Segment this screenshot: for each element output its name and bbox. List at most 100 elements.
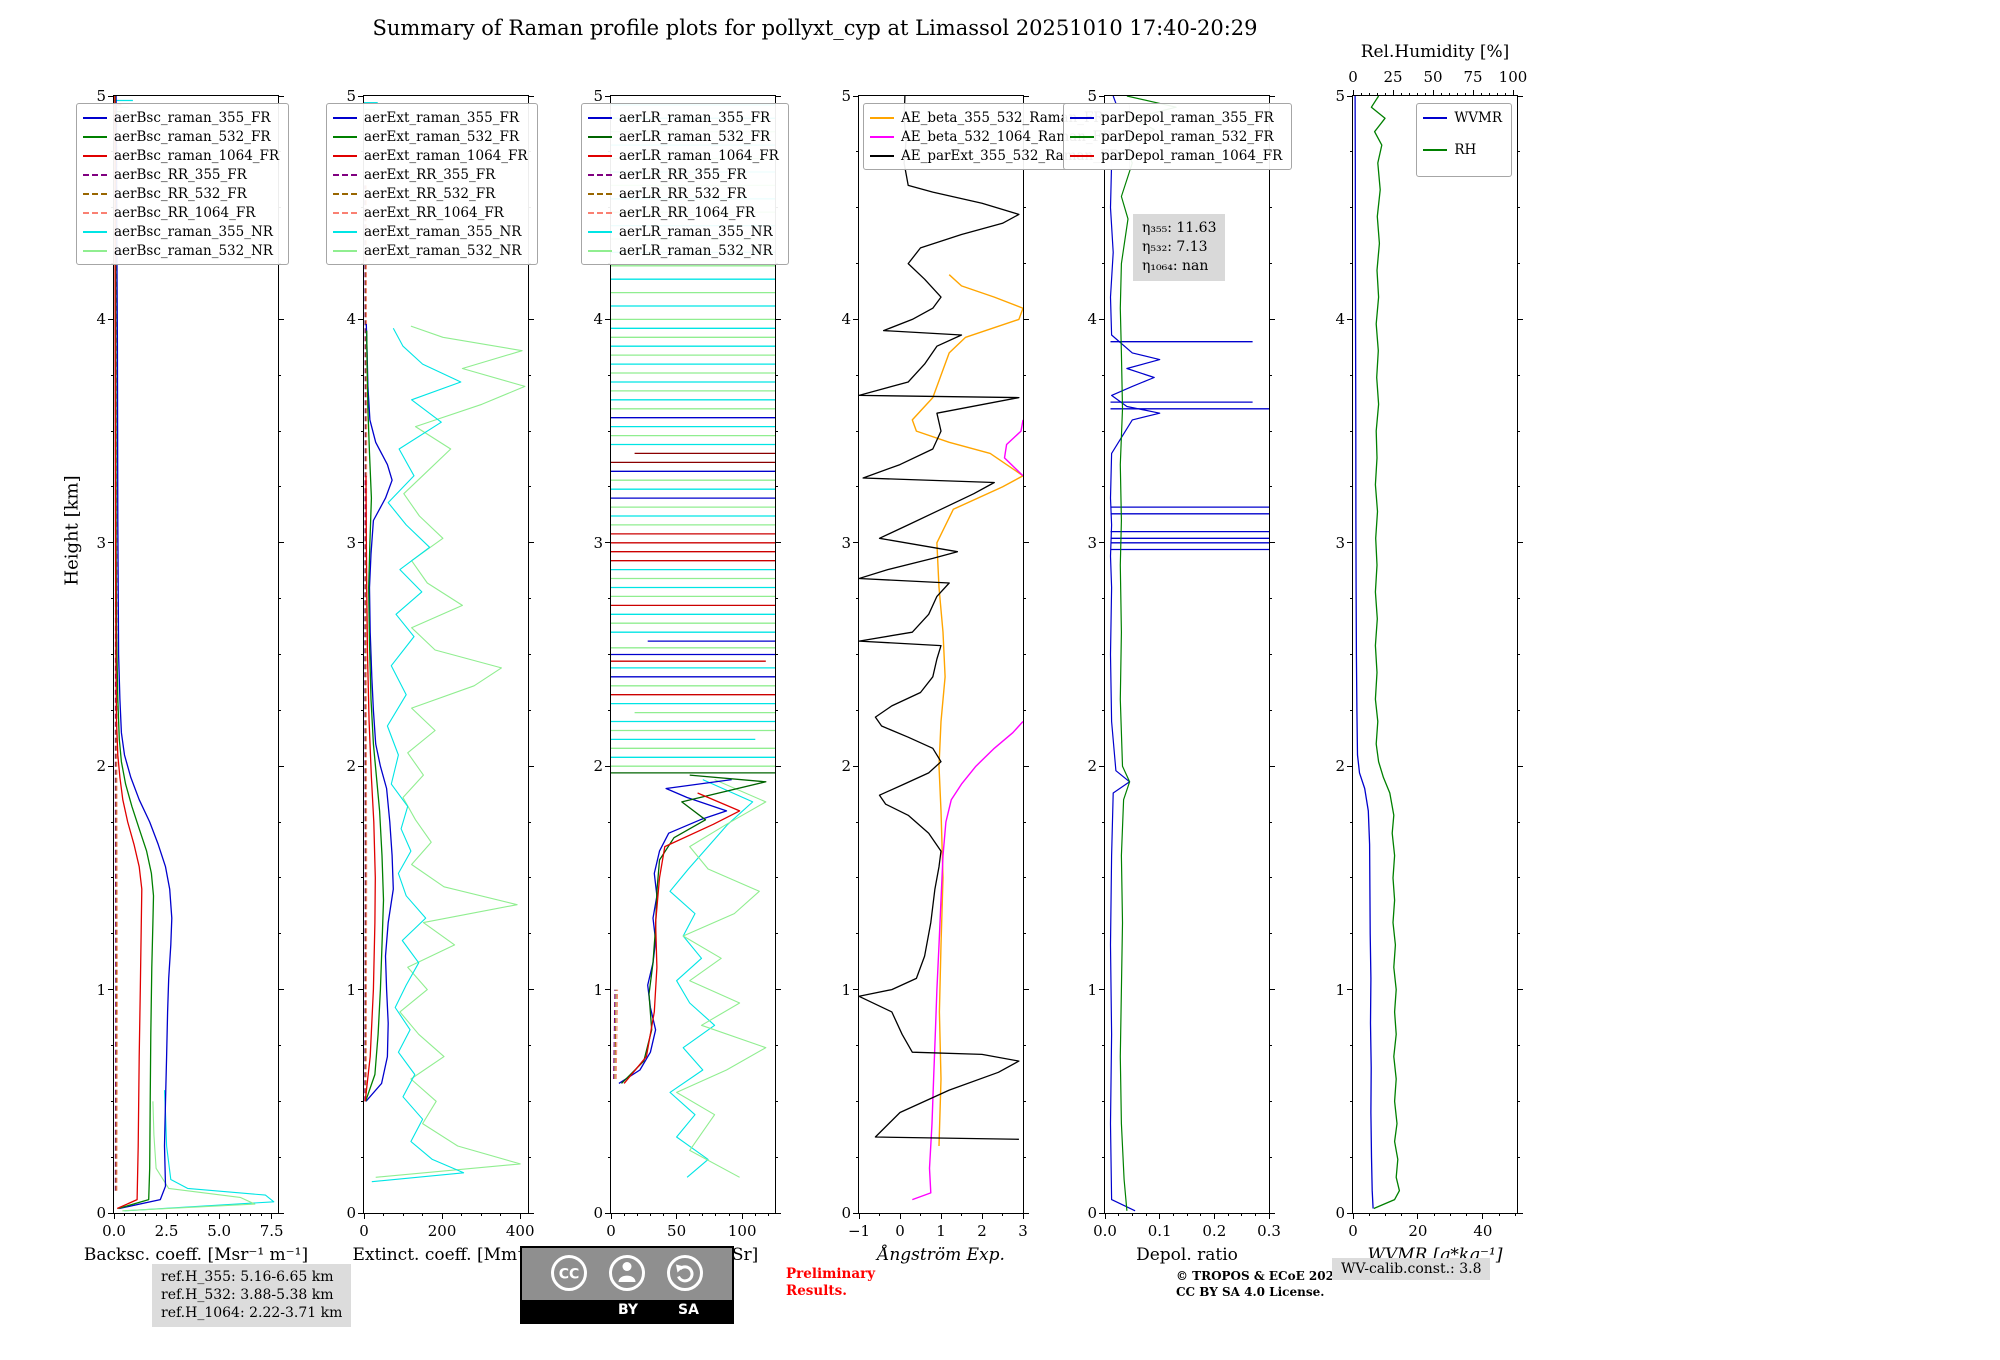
y-tick: [1269, 765, 1275, 767]
y-tick: [278, 989, 284, 991]
y-minor-tick: [1517, 877, 1520, 879]
y-minor-tick: [361, 877, 364, 879]
x-axis-label-extinction: Extinct. coeff. [Mm⁻¹]: [352, 1245, 540, 1265]
x-minor-tick: [208, 1213, 210, 1216]
cc-icons-row: CC: [522, 1248, 732, 1302]
legend-line-swatch: [588, 173, 612, 176]
y-minor-tick: [278, 654, 281, 655]
y-tick: [1517, 318, 1523, 320]
top-minor-tick: [1368, 93, 1370, 96]
y-minor-tick: [1023, 654, 1026, 655]
y-minor-tick: [1350, 430, 1353, 432]
y-minor-tick: [1350, 207, 1353, 209]
y-tick: [1269, 95, 1275, 97]
legend-line-swatch: [588, 249, 612, 252]
y-minor-tick: [608, 374, 611, 376]
panel-depol: 0 1 2 3 4 5 0.0 0.1 0.2 0.3 Depol. ratio parDepol_r…: [1063, 87, 1293, 1265]
series-aerBsc_raman_1064_FR: [114, 96, 143, 1210]
x-tick-label: 20: [1408, 1222, 1428, 1240]
y-minor-tick: [1269, 598, 1272, 600]
series-aerExt_raman_355_FR: [365, 323, 394, 1102]
top-minor-tick: [1440, 93, 1442, 96]
y-tick-label: 1: [1087, 980, 1097, 999]
panel-backscatter: 0 1 2 3 4 5 0.0 2.5 5.0 7.5 Backsc. coeff. [Msr⁻¹ …: [76, 87, 308, 1265]
y-minor-tick: [278, 374, 281, 376]
annotation-line: η₃₅₅: 11.63: [1142, 220, 1217, 236]
y-minor-tick: [278, 1156, 281, 1158]
y-minor-tick: [1517, 654, 1520, 655]
legend-line-swatch: [83, 154, 107, 157]
legend-item: aerLR_raman_355_FR: [588, 108, 779, 127]
legend-label: aerBsc_raman_355_NR: [114, 223, 273, 240]
y-tick-label: 0: [346, 1204, 356, 1222]
series-aerBsc_raman_355_FR: [115, 96, 173, 1210]
x-minor-tick: [1118, 1213, 1120, 1216]
y-tick-label: 1: [841, 980, 851, 999]
y-minor-tick: [111, 933, 114, 935]
y-tick: [108, 1212, 114, 1214]
y-tick: [278, 542, 284, 544]
y-tick: [605, 989, 611, 991]
legend-label: aerBsc_RR_1064_FR: [114, 204, 256, 221]
x-minor-tick: [250, 1213, 252, 1216]
x-tick-label: 400: [505, 1222, 535, 1240]
series-aerLR_raman_1064_FR: [623, 792, 741, 1084]
y-minor-tick: [1517, 821, 1520, 823]
y-minor-tick: [1269, 1044, 1272, 1046]
x-minor-tick: [187, 1213, 189, 1216]
plot-area-angstroem: [859, 96, 1023, 1201]
x-minor-tick: [767, 1213, 769, 1216]
y-minor-tick: [856, 1044, 859, 1046]
y-minor-tick: [856, 933, 859, 935]
y-minor-tick: [528, 374, 531, 376]
legend-label: aerExt_RR_532_FR: [364, 185, 496, 202]
y-tick: [108, 318, 114, 320]
legend-line-swatch: [588, 116, 612, 119]
legend-item: RH: [1423, 140, 1502, 159]
y-tick-label: 3: [841, 533, 851, 552]
y-minor-tick: [528, 430, 531, 432]
y-minor-tick: [111, 1156, 114, 1158]
x-tick: [1159, 1213, 1161, 1219]
preliminary-line-2: Results.: [786, 1282, 847, 1299]
x-tick-label: 40: [1473, 1222, 1493, 1240]
plot-area-extinction: [364, 102, 526, 1183]
x-tick: [1213, 1213, 1215, 1219]
y-tick: [775, 765, 781, 767]
y-tick: [1099, 542, 1105, 544]
top-tick: [1392, 90, 1394, 96]
legend-item: parDepol_raman_355_FR: [1070, 108, 1282, 127]
x-tick: [1268, 1213, 1270, 1219]
y-minor-tick: [1102, 1156, 1105, 1158]
y-minor-tick: [361, 821, 364, 823]
x-minor-tick: [500, 1213, 502, 1216]
y-tick-label: 2: [1335, 757, 1345, 776]
legend-wvmr: WVMR RH: [1416, 103, 1512, 177]
y-minor-tick: [1350, 374, 1353, 376]
legend-line-swatch: [1423, 148, 1448, 151]
legend-line-swatch: [588, 154, 612, 157]
y-minor-tick: [1517, 430, 1520, 432]
top-tick: [1512, 90, 1514, 96]
y-tick-label: 1: [96, 980, 106, 999]
y-tick: [358, 765, 364, 767]
top-minor-tick: [1360, 93, 1362, 96]
series-aerBsc_raman_532_NR: [122, 1101, 256, 1212]
y-tick-label: 4: [96, 310, 106, 329]
preliminary-line-1: Preliminary: [786, 1266, 876, 1282]
y-minor-tick: [1023, 486, 1026, 488]
legend-label: parDepol_raman_532_FR: [1101, 128, 1274, 145]
y-minor-tick: [111, 430, 114, 432]
x-minor-tick: [155, 1213, 157, 1216]
y-minor-tick: [361, 430, 364, 432]
y-minor-tick: [1350, 263, 1353, 265]
x-minor-tick: [145, 1213, 147, 1216]
y-minor-tick: [1517, 263, 1520, 265]
y-minor-tick: [856, 877, 859, 879]
legend-label: aerLR_raman_532_FR: [619, 128, 771, 145]
y-tick-label: 2: [96, 757, 106, 776]
y-minor-tick: [111, 709, 114, 711]
y-minor-tick: [608, 933, 611, 935]
top-tick-label: 0: [1348, 68, 1358, 86]
legend-line-swatch: [333, 154, 357, 157]
